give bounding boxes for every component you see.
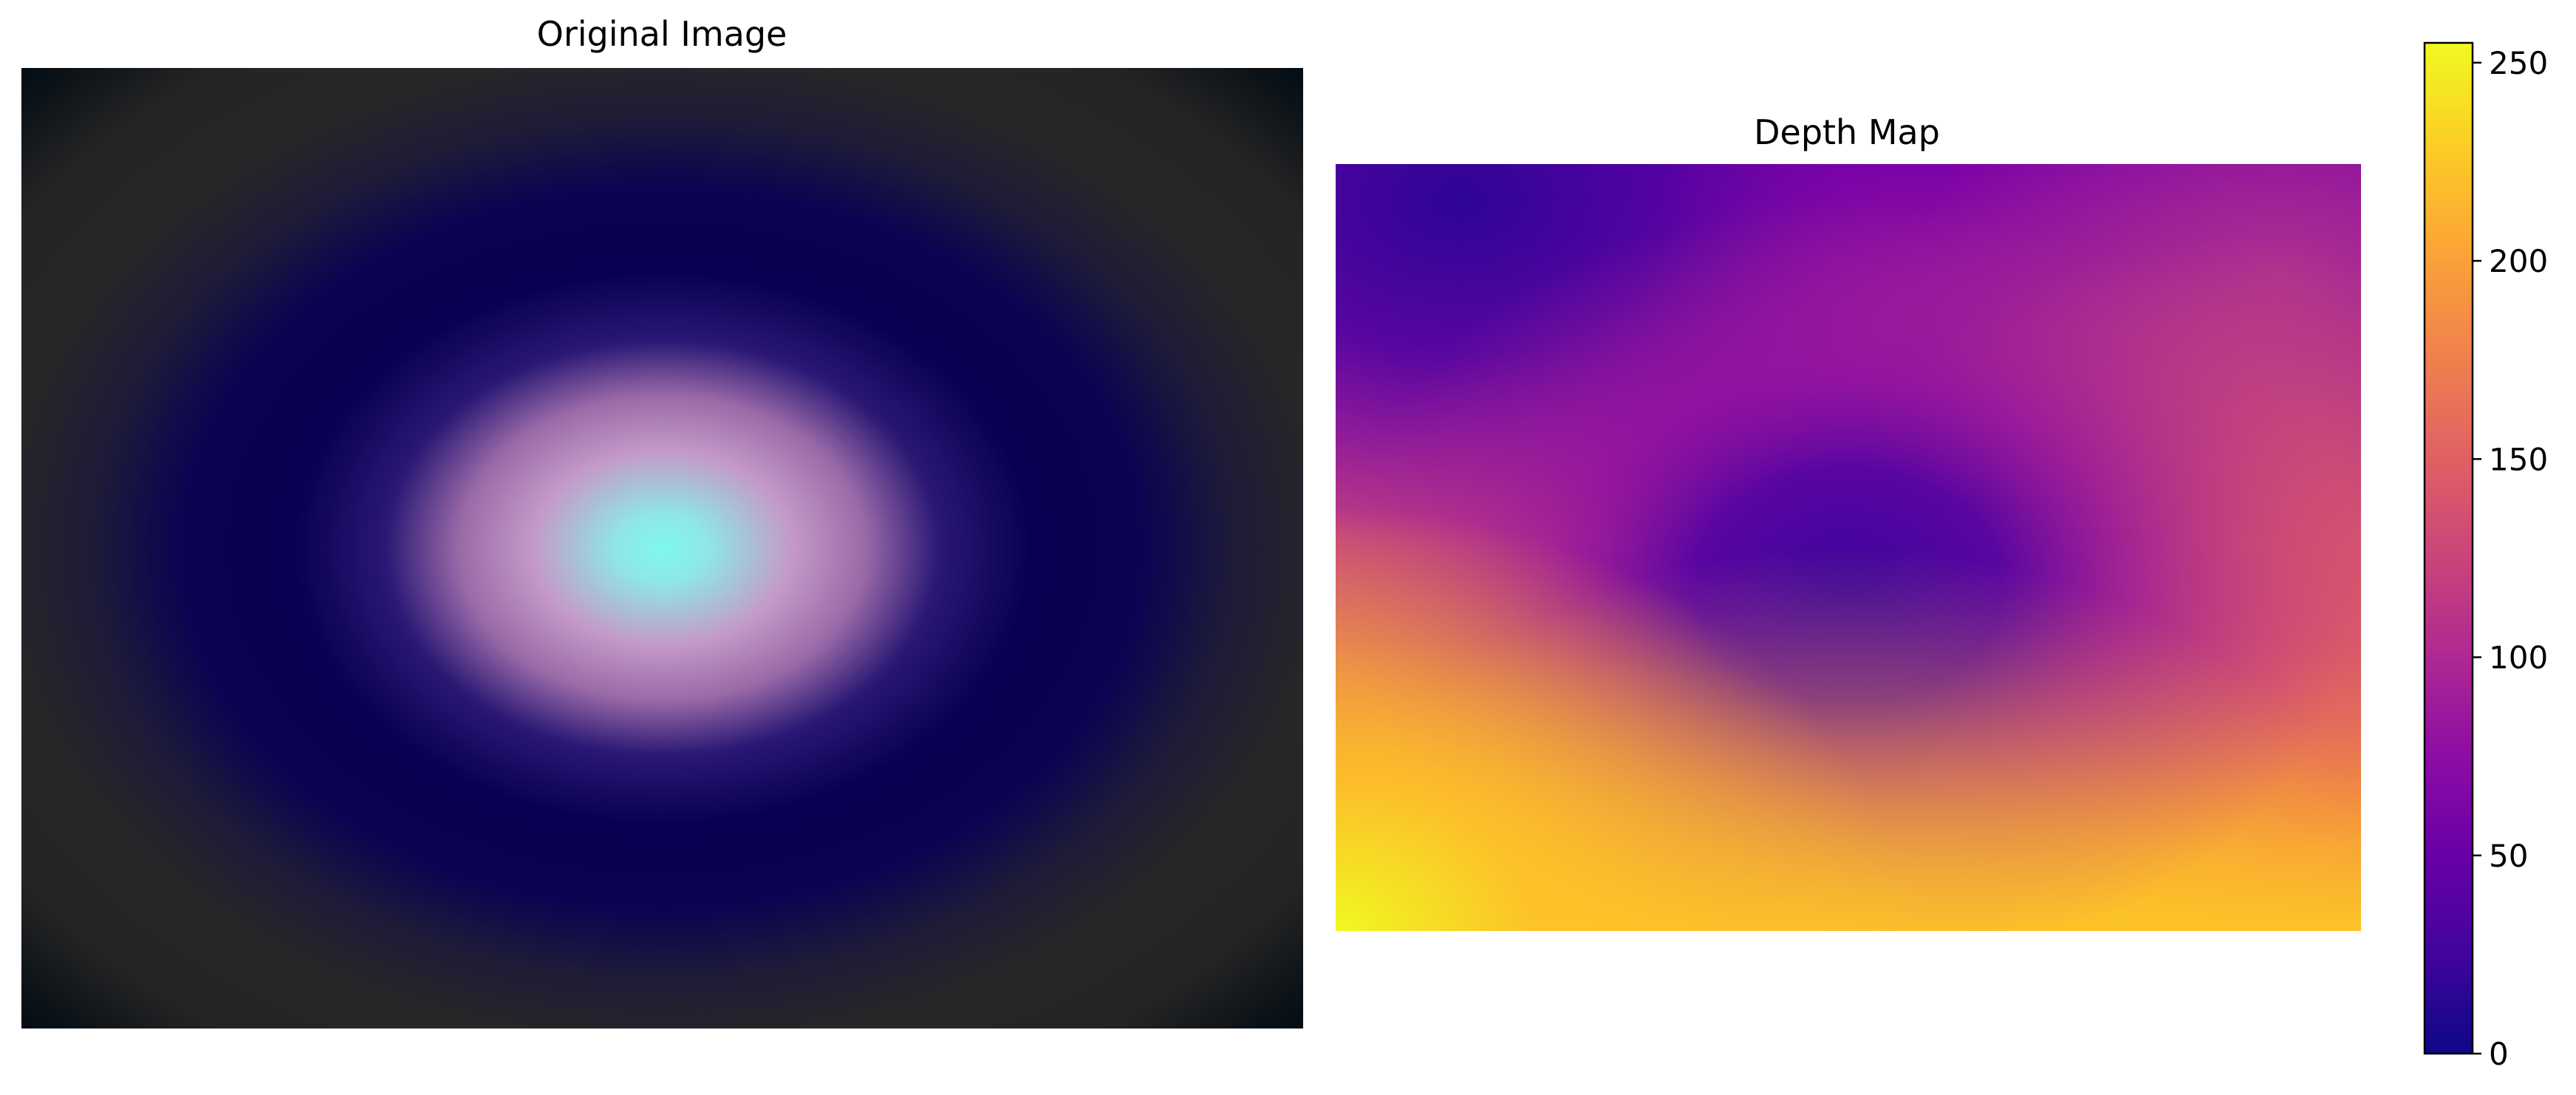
original-image: [21, 68, 1303, 1029]
depth-map-panel: Depth Map: [1336, 112, 2361, 931]
colorbar-tick-label: 200: [2489, 243, 2548, 279]
colorbar: 0 50 100 150 200 250: [2423, 41, 2548, 1072]
depth-map-image: [1336, 164, 2361, 931]
colorbar-tick-label: 50: [2489, 838, 2528, 874]
original-image-panel: Original Image: [21, 14, 1303, 1029]
colorbar-tick-label: 250: [2489, 45, 2548, 81]
colorbar-tick-label: 150: [2489, 441, 2548, 477]
colorbar-tick-label: 100: [2489, 640, 2548, 676]
depth-map-title: Depth Map: [1754, 112, 1940, 152]
original-image-title: Original Image: [537, 14, 788, 54]
colorbar-ticks: 0 50 100 150 200 250: [2473, 45, 2548, 1072]
colorbar-tick-label: 0: [2489, 1036, 2509, 1072]
colorbar-gradient: [2423, 41, 2474, 1055]
